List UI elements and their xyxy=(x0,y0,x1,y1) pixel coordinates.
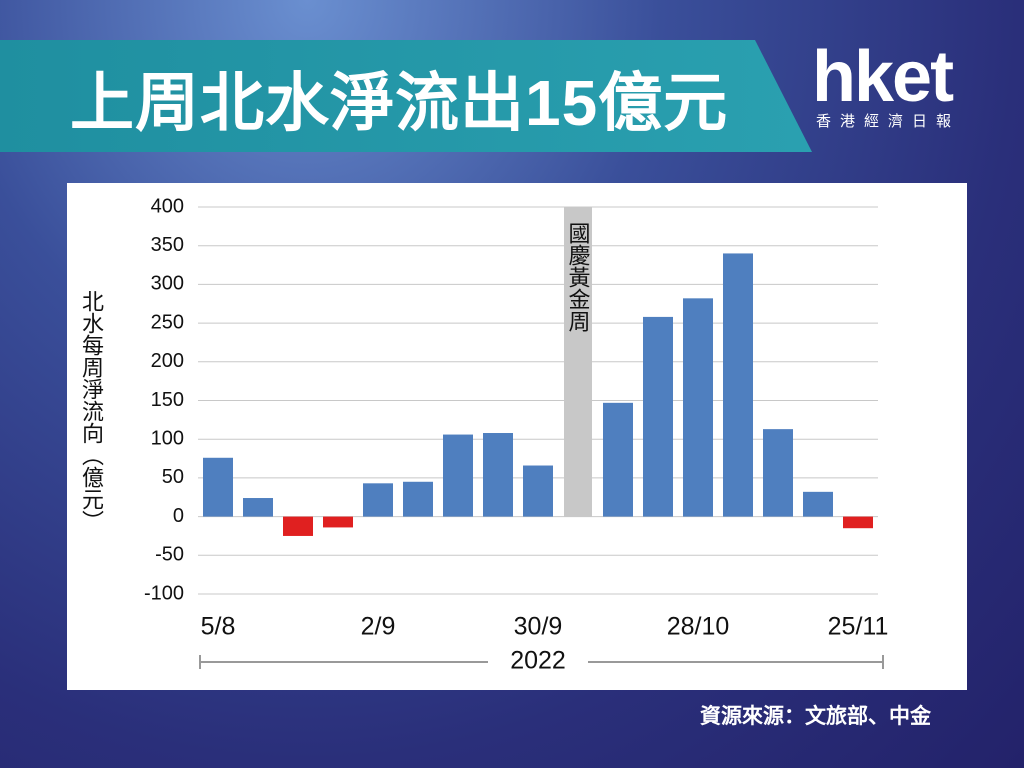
highlight-label: 國慶黃金周 xyxy=(566,222,591,332)
x-axis-label: 2022 xyxy=(510,647,566,675)
bar xyxy=(363,483,393,517)
bar xyxy=(403,481,433,517)
y-tick-label: 350 xyxy=(151,234,184,256)
source: 資源來源：文旅部、中金 xyxy=(700,705,931,728)
bar xyxy=(843,516,873,529)
y-tick-label: 250 xyxy=(151,311,184,333)
bar xyxy=(203,457,233,517)
y-tick-label: -100 xyxy=(144,582,184,604)
bar xyxy=(483,433,513,517)
bar xyxy=(603,402,633,517)
title: 上周北水淨流出15億元 xyxy=(70,67,729,139)
chart-panel xyxy=(67,183,967,690)
logo-subtitle: 香港經濟日報 xyxy=(816,113,961,130)
bar xyxy=(683,298,713,517)
bar xyxy=(763,429,793,517)
y-tick-label: 150 xyxy=(151,389,184,411)
highlight-band xyxy=(564,207,592,517)
bar xyxy=(723,253,753,517)
bar xyxy=(523,465,553,517)
y-tick-label: 100 xyxy=(151,427,184,449)
title-banner xyxy=(0,40,812,152)
y-tick-label: 200 xyxy=(151,350,184,372)
logo: hket xyxy=(812,37,954,117)
y-tick-label: 400 xyxy=(151,195,184,217)
x-tick-label: 25/11 xyxy=(828,613,889,641)
y-tick-label: 300 xyxy=(151,273,184,295)
bar xyxy=(243,498,273,517)
y-tick-label: 50 xyxy=(162,466,184,488)
x-tick-label: 5/8 xyxy=(201,613,236,641)
y-tick-label: -50 xyxy=(155,544,184,566)
bar xyxy=(443,434,473,517)
y-axis-label: 北水每周淨流向（億元） xyxy=(79,290,104,532)
bar xyxy=(323,516,353,528)
bar xyxy=(283,516,313,536)
bar xyxy=(803,491,833,517)
x-tick-label: 28/10 xyxy=(667,613,730,641)
x-tick-label: 30/9 xyxy=(514,613,563,641)
x-tick-label: 2/9 xyxy=(361,613,396,641)
bar xyxy=(643,316,673,517)
y-tick-label: 0 xyxy=(173,505,184,527)
